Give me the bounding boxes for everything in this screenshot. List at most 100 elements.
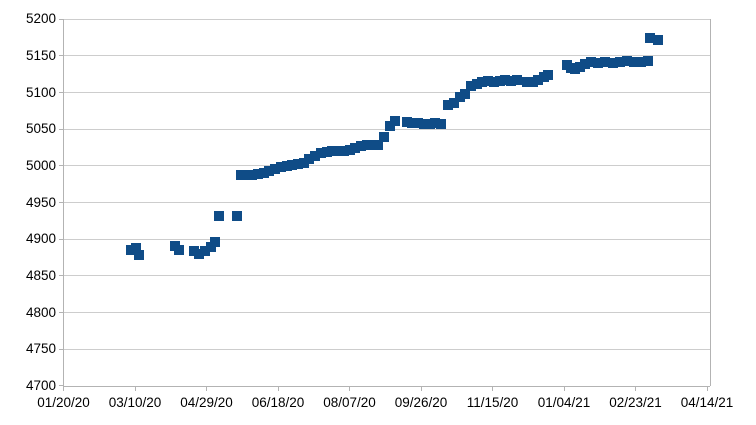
data-point-marker[interactable]: [488, 76, 499, 87]
y-gridline: [63, 238, 710, 240]
data-point-marker[interactable]: [636, 56, 647, 67]
data-point-marker[interactable]: [466, 81, 477, 92]
x-axis-tick-label: 02/23/21: [609, 395, 662, 410]
data-point-marker[interactable]: [344, 144, 355, 155]
data-point-marker[interactable]: [521, 77, 532, 88]
data-point-marker[interactable]: [321, 147, 332, 158]
data-point-marker[interactable]: [413, 118, 424, 129]
y-axis-tick: [58, 238, 64, 240]
y-gridline: [63, 275, 710, 277]
data-point-marker[interactable]: [275, 162, 286, 173]
data-point-marker[interactable]: [390, 116, 401, 127]
data-point-marker[interactable]: [200, 246, 211, 257]
x-axis-tick: [63, 386, 64, 391]
data-point-marker[interactable]: [315, 147, 326, 158]
x-axis-tick: [277, 386, 279, 391]
y-axis-tick: [58, 128, 64, 130]
data-point-marker[interactable]: [338, 145, 349, 156]
data-point-marker[interactable]: [241, 169, 252, 180]
data-point-marker[interactable]: [310, 150, 321, 161]
data-point-marker[interactable]: [125, 245, 136, 256]
x-axis-tick: [706, 386, 708, 391]
data-point-marker[interactable]: [373, 139, 384, 150]
data-point-marker[interactable]: [247, 170, 258, 181]
data-point-marker[interactable]: [134, 250, 145, 261]
data-point-marker[interactable]: [543, 70, 554, 81]
x-axis-tick-label: 04/29/20: [180, 395, 233, 410]
data-point-marker[interactable]: [258, 168, 269, 179]
data-point-marker[interactable]: [304, 153, 315, 164]
data-point-marker[interactable]: [367, 140, 378, 151]
data-point-marker[interactable]: [378, 131, 389, 142]
data-point-marker[interactable]: [448, 97, 459, 108]
x-axis-line: [63, 385, 710, 387]
data-point-marker[interactable]: [252, 169, 263, 180]
y-gridline: [63, 312, 710, 314]
y-axis-tick: [58, 55, 64, 57]
data-point-marker[interactable]: [384, 120, 395, 131]
data-point-marker[interactable]: [533, 75, 544, 86]
x-axis-tick-label: 08/07/20: [323, 395, 376, 410]
data-point-marker[interactable]: [629, 56, 640, 67]
data-point-marker[interactable]: [586, 56, 597, 67]
data-point-marker[interactable]: [333, 145, 344, 156]
data-point-marker[interactable]: [443, 100, 454, 111]
x-axis-tick-label: 11/15/20: [466, 395, 519, 410]
data-point-marker[interactable]: [430, 118, 441, 129]
data-point-marker[interactable]: [287, 160, 298, 171]
data-point-marker[interactable]: [471, 78, 482, 89]
x-axis-tick-label: 09/26/20: [394, 395, 448, 410]
data-point-marker[interactable]: [401, 116, 412, 127]
data-point-marker[interactable]: [281, 160, 292, 171]
y-gridline: [63, 18, 710, 20]
data-point-marker[interactable]: [653, 34, 664, 45]
data-point-marker[interactable]: [270, 163, 281, 174]
y-gridline: [63, 202, 710, 204]
data-point-marker[interactable]: [131, 243, 142, 254]
data-point-marker[interactable]: [361, 140, 372, 151]
y-axis-tick: [58, 202, 64, 204]
x-axis-tick-label: 04/14/21: [680, 395, 734, 410]
data-point-marker[interactable]: [506, 75, 517, 86]
data-point-marker[interactable]: [574, 61, 585, 72]
data-point-marker[interactable]: [436, 119, 447, 130]
data-point-marker[interactable]: [511, 75, 522, 86]
data-point-marker[interactable]: [643, 56, 654, 67]
x-axis-tick: [492, 386, 493, 391]
data-point-marker[interactable]: [614, 56, 625, 67]
data-point-marker[interactable]: [188, 246, 199, 257]
data-point-marker[interactable]: [293, 159, 304, 170]
data-point-marker[interactable]: [350, 142, 361, 153]
data-point-marker[interactable]: [205, 242, 216, 253]
data-point-marker[interactable]: [210, 237, 221, 248]
data-point-marker[interactable]: [355, 141, 366, 152]
data-point-marker[interactable]: [477, 77, 488, 88]
data-point-marker[interactable]: [460, 89, 471, 100]
data-point-marker[interactable]: [298, 158, 309, 169]
data-point-marker[interactable]: [500, 75, 511, 86]
data-point-marker[interactable]: [644, 33, 655, 44]
y-axis-line: [63, 19, 64, 386]
y-gridline: [63, 55, 710, 57]
data-point-marker[interactable]: [527, 76, 538, 87]
data-point-marker[interactable]: [607, 57, 618, 68]
data-point-marker[interactable]: [231, 210, 242, 221]
data-point-marker[interactable]: [424, 119, 435, 130]
data-point-marker[interactable]: [174, 244, 185, 255]
data-point-marker[interactable]: [235, 170, 246, 181]
data-point-marker[interactable]: [593, 57, 604, 68]
data-point-marker[interactable]: [454, 92, 465, 103]
x-axis-tick-label: 01/20/20: [37, 395, 90, 410]
data-point-marker[interactable]: [327, 146, 338, 157]
data-point-marker[interactable]: [194, 248, 205, 259]
data-point-marker[interactable]: [600, 56, 611, 67]
data-point-marker[interactable]: [580, 59, 591, 70]
data-point-marker[interactable]: [494, 75, 505, 86]
data-point-marker[interactable]: [621, 56, 632, 67]
data-point-marker[interactable]: [407, 117, 418, 128]
data-point-marker[interactable]: [214, 210, 225, 221]
data-point-marker[interactable]: [418, 119, 429, 130]
data-point-marker[interactable]: [483, 75, 494, 86]
data-point-marker[interactable]: [264, 166, 275, 177]
